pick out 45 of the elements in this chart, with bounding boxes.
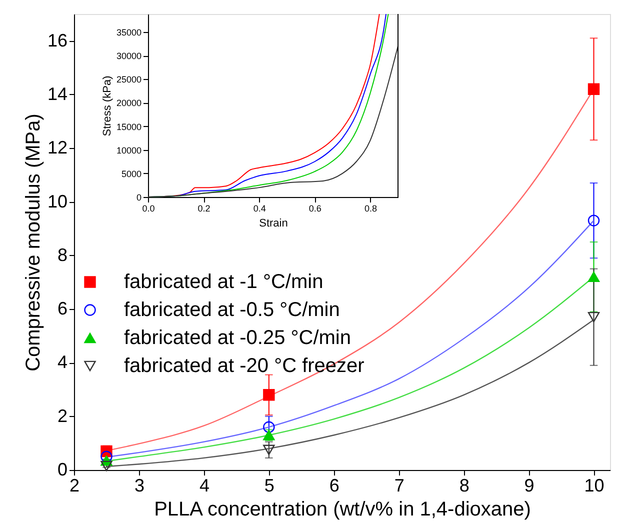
y-tick-label: 25000 — [116, 74, 142, 85]
x-tick-label: 7 — [394, 476, 404, 496]
point — [588, 272, 600, 282]
x-tick-label: 0.8 — [364, 204, 377, 214]
x-axis-title: PLLA concentration (wt/v% in 1,4-dioxane) — [154, 498, 531, 520]
x-tick-label: 0.6 — [308, 204, 322, 214]
y-axis-title: Stress (kPa) — [101, 76, 114, 136]
point — [263, 444, 275, 456]
point — [588, 83, 600, 95]
x-tick-label: 0.0 — [142, 204, 155, 214]
y-tick-label: 2 — [57, 406, 68, 426]
x-tick-label: 8 — [459, 476, 470, 496]
x-tick-label: 9 — [524, 476, 534, 496]
y-tick-label: 0 — [57, 460, 68, 480]
y-tick-label: 5000 — [121, 168, 142, 179]
x-tick-label: 3 — [134, 476, 144, 496]
x-tick-label: 4 — [199, 476, 210, 496]
x-axis-title: Strain — [259, 218, 288, 230]
x-tick-label: 5 — [264, 476, 274, 496]
x-tick-label: 6 — [329, 476, 340, 496]
x-tick-label: 10 — [584, 476, 604, 496]
point — [100, 450, 112, 462]
y-tick-label: 20000 — [116, 98, 142, 108]
x-tick-label: 0.4 — [253, 204, 266, 214]
y-tick-label: 14 — [47, 84, 68, 104]
y-tick-label: 0 — [136, 192, 142, 202]
y-tick-label: 35000 — [116, 27, 142, 38]
y-tick-label: 8 — [57, 244, 68, 265]
point — [588, 214, 600, 226]
point — [263, 421, 275, 433]
legend-label: fabricated at -1 °C/min — [124, 271, 324, 293]
legend-label: fabricated at -0.25 °C/min — [124, 327, 351, 349]
y-axis-title: Compressive modulus (MPa) — [22, 114, 44, 372]
point — [100, 460, 112, 472]
y-tick-label: 16 — [47, 30, 68, 50]
y-tick-label: 10000 — [116, 145, 142, 156]
x-tick-label: 0.2 — [198, 204, 210, 214]
y-tick-label: 6 — [57, 298, 68, 319]
y-tick-label: 4 — [57, 352, 68, 372]
y-tick-label: 15000 — [116, 122, 142, 132]
point — [263, 389, 275, 401]
legend-label: fabricated at -0.5 °C/min — [124, 299, 340, 321]
y-tick-label: 30000 — [116, 51, 142, 62]
y-tick-label: 12 — [47, 138, 68, 158]
point — [588, 312, 600, 322]
